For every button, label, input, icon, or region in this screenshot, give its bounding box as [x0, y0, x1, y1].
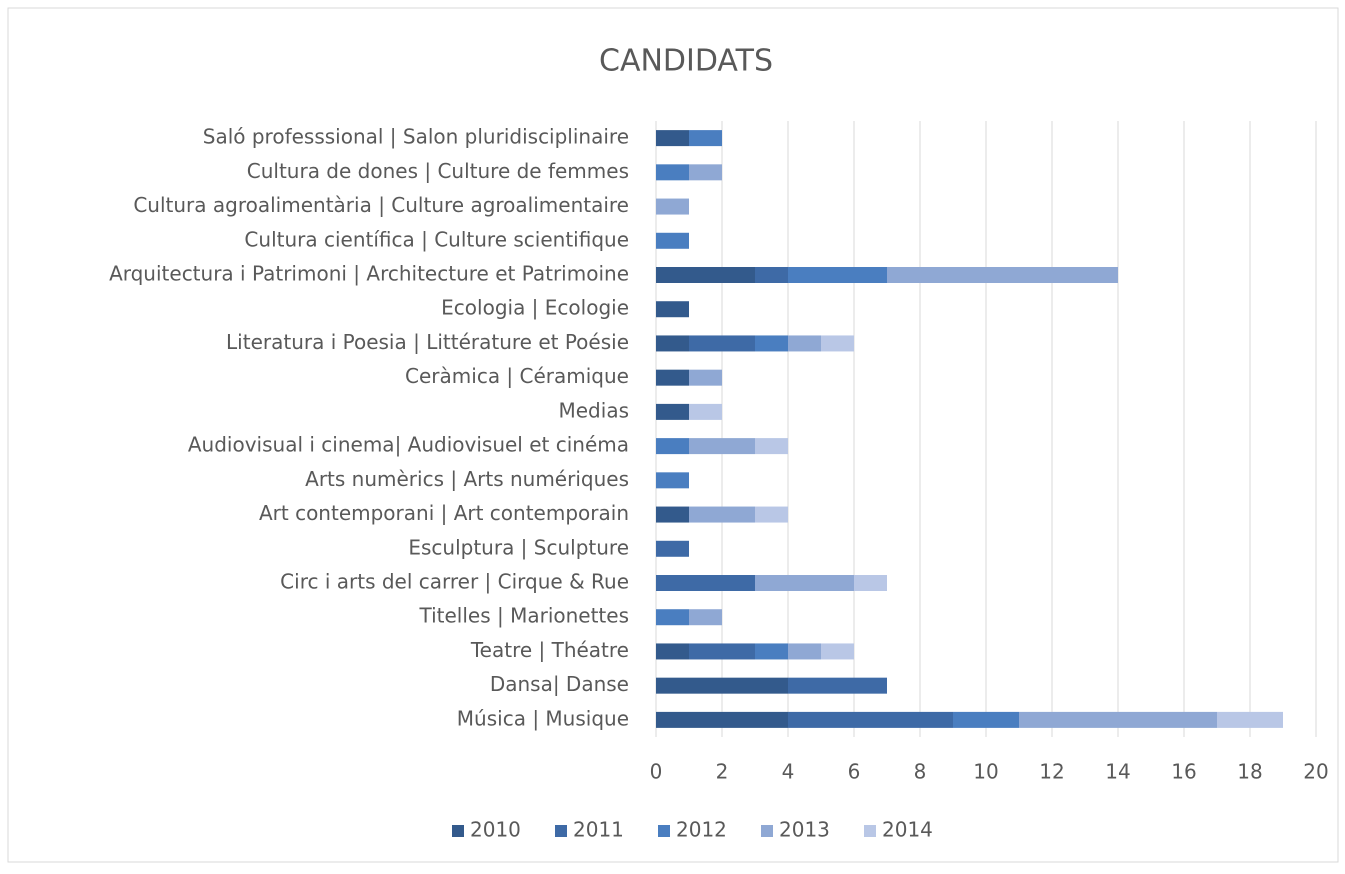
legend-swatch: [555, 825, 567, 837]
bar-segment: [656, 540, 689, 557]
bar-segment: [821, 643, 854, 660]
y-tick-label: Música | Musique: [457, 706, 629, 730]
bar-segment: [656, 472, 689, 489]
y-tick-label: Dansa| Danse: [490, 672, 629, 696]
bar-segment: [788, 677, 887, 694]
y-tick-label: Arts numèrics | Arts numériques: [305, 467, 629, 491]
bar-segment: [656, 711, 788, 728]
x-tick-label: 16: [1171, 760, 1196, 784]
chart-title: CANDIDATS: [599, 44, 773, 79]
bar-segment: [656, 438, 689, 455]
x-tick-label: 10: [973, 760, 998, 784]
bar-segment: [689, 609, 722, 626]
bar-segment: [656, 164, 689, 181]
bar-segment: [656, 506, 689, 523]
y-tick-label: Cultura de dones | Culture de femmes: [247, 159, 629, 183]
bar-segment: [788, 335, 821, 352]
legend-label: 2014: [882, 818, 933, 842]
x-tick-label: 8: [914, 760, 927, 784]
legend-swatch: [761, 825, 773, 837]
x-tick-label: 12: [1039, 760, 1064, 784]
bar-segment: [656, 403, 689, 420]
bar-segment: [656, 335, 689, 352]
bar-segment: [689, 164, 722, 181]
y-tick-label: Ecologia | Ecologie: [441, 296, 629, 320]
bar-segment: [656, 575, 755, 591]
y-tick-label: Teatre | Théatre: [470, 638, 629, 662]
y-tick-label: Cultura agroalimentària | Culture agroal…: [133, 193, 629, 217]
bar-segment: [788, 643, 821, 660]
y-tick-label: Literatura i Poesia | Littérature et Poé…: [226, 330, 629, 354]
x-tick-label: 2: [716, 760, 729, 784]
bar-segment: [656, 609, 689, 626]
bar-segment: [755, 643, 788, 660]
y-tick-label: Cultura científica | Culture scientifiqu…: [244, 227, 629, 251]
legend-label: 2012: [676, 818, 727, 842]
y-tick-label: Saló professsional | Salon pluridiscipli…: [203, 125, 629, 149]
legend-swatch: [658, 825, 670, 837]
bar-segment: [755, 267, 788, 283]
y-tick-label: Art contemporani | Art contemporain: [259, 501, 629, 525]
x-tick-label: 20: [1303, 760, 1328, 784]
bar-segment: [1019, 711, 1217, 728]
bar-segment: [821, 335, 854, 352]
bar-segment: [689, 403, 722, 420]
bar-segment: [755, 506, 788, 523]
bar-segment: [854, 575, 887, 591]
bar-segment: [755, 335, 788, 352]
legend-swatch: [864, 825, 876, 837]
legend-label: 2013: [779, 818, 830, 842]
x-tick-label: 14: [1105, 760, 1130, 784]
x-tick-label: 18: [1237, 760, 1262, 784]
legend-swatch: [452, 825, 464, 837]
bar-segment: [656, 198, 689, 215]
bar-segment: [689, 643, 755, 660]
bar-segment: [656, 643, 689, 660]
bar-segment: [887, 267, 1118, 283]
x-tick-label: 4: [782, 760, 795, 784]
y-tick-label: Arquitectura i Patrimoni | Architecture …: [109, 262, 629, 286]
y-tick-label: Audiovisual i cinema| Audiovisuel et cin…: [188, 433, 629, 457]
bar-segment: [1217, 711, 1283, 728]
bar-segment: [689, 130, 722, 147]
legend-label: 2011: [573, 818, 624, 842]
bar-segment: [689, 438, 755, 455]
y-tick-label: Titelles | Marionettes: [418, 604, 629, 628]
y-tick-label: Esculptura | Sculpture: [408, 535, 629, 559]
x-tick-label: 0: [650, 760, 663, 784]
bar-segment: [953, 711, 1019, 728]
bar-segment: [755, 438, 788, 455]
bar-segment: [656, 267, 755, 283]
bar-segment: [788, 267, 887, 283]
bar-segment: [689, 506, 755, 523]
bar-segment: [755, 575, 854, 591]
bar-segment: [689, 335, 755, 352]
bar-segment: [656, 130, 689, 147]
bar-segment: [788, 711, 953, 728]
bar-segment: [656, 677, 788, 694]
x-tick-label: 6: [848, 760, 861, 784]
bar-segment: [656, 232, 689, 249]
bar-segment: [656, 301, 689, 318]
y-tick-label: Medias: [559, 398, 630, 422]
y-tick-label: Ceràmica | Céramique: [405, 364, 629, 388]
legend-label: 2010: [470, 818, 521, 842]
bar-segment: [689, 369, 722, 386]
y-tick-label: Circ i arts del carrer | Cirque & Rue: [280, 570, 629, 594]
bar-segment: [656, 369, 689, 386]
